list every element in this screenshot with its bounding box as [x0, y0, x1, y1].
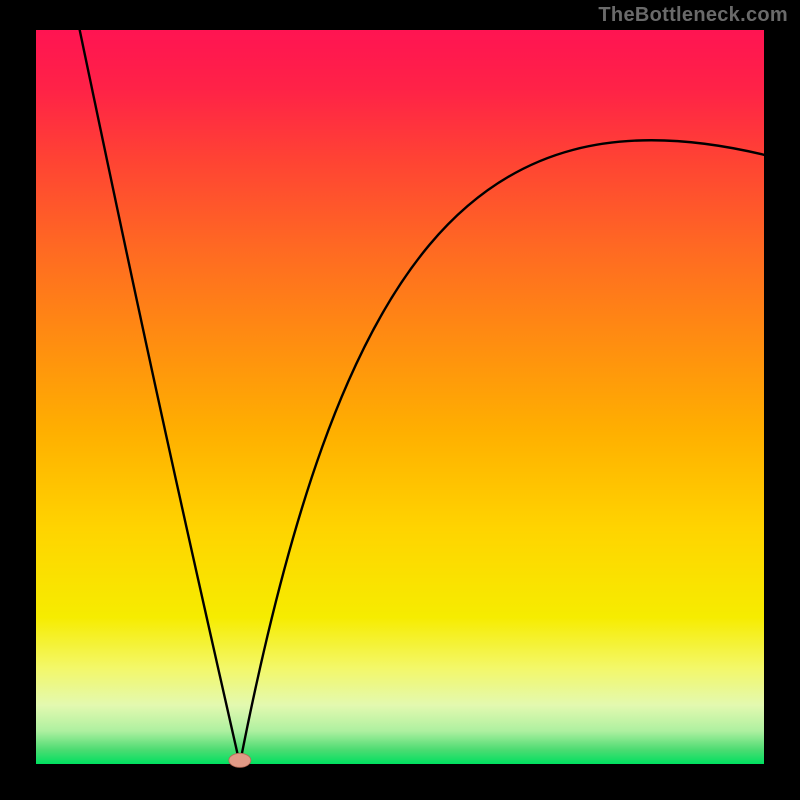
- bottleneck-chart: [0, 0, 800, 800]
- optimum-marker: [229, 753, 251, 767]
- chart-container: TheBottleneck.com: [0, 0, 800, 800]
